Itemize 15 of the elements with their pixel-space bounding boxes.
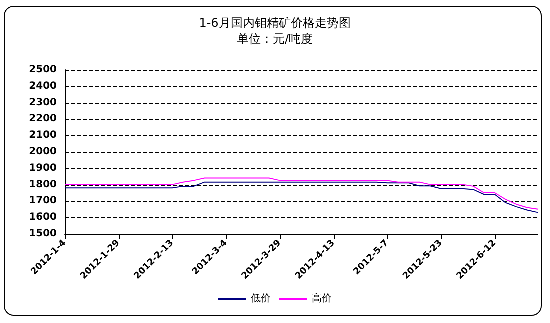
y-tick-label: 2100 (29, 130, 58, 142)
y-tick-label: 2500 (29, 64, 58, 76)
y-tick-label: 1500 (29, 228, 58, 240)
legend-label: 低价 (251, 292, 271, 304)
legend-label: 高价 (312, 292, 332, 304)
y-tick-label: 2400 (29, 80, 58, 92)
chart-title: 1-6月国内钼精矿价格走势图 (199, 16, 351, 30)
y-tick-label: 1600 (29, 212, 58, 224)
chart-subtitle: 单位：元/吨度 (236, 32, 314, 46)
y-tick-label: 2200 (29, 114, 58, 125)
y-tick-label: 1700 (29, 196, 58, 207)
y-tick-label: 1900 (29, 162, 58, 174)
y-tick-label: 2000 (29, 146, 58, 158)
y-tick-label: 1800 (29, 179, 58, 190)
y-tick-label: 2300 (29, 97, 58, 108)
